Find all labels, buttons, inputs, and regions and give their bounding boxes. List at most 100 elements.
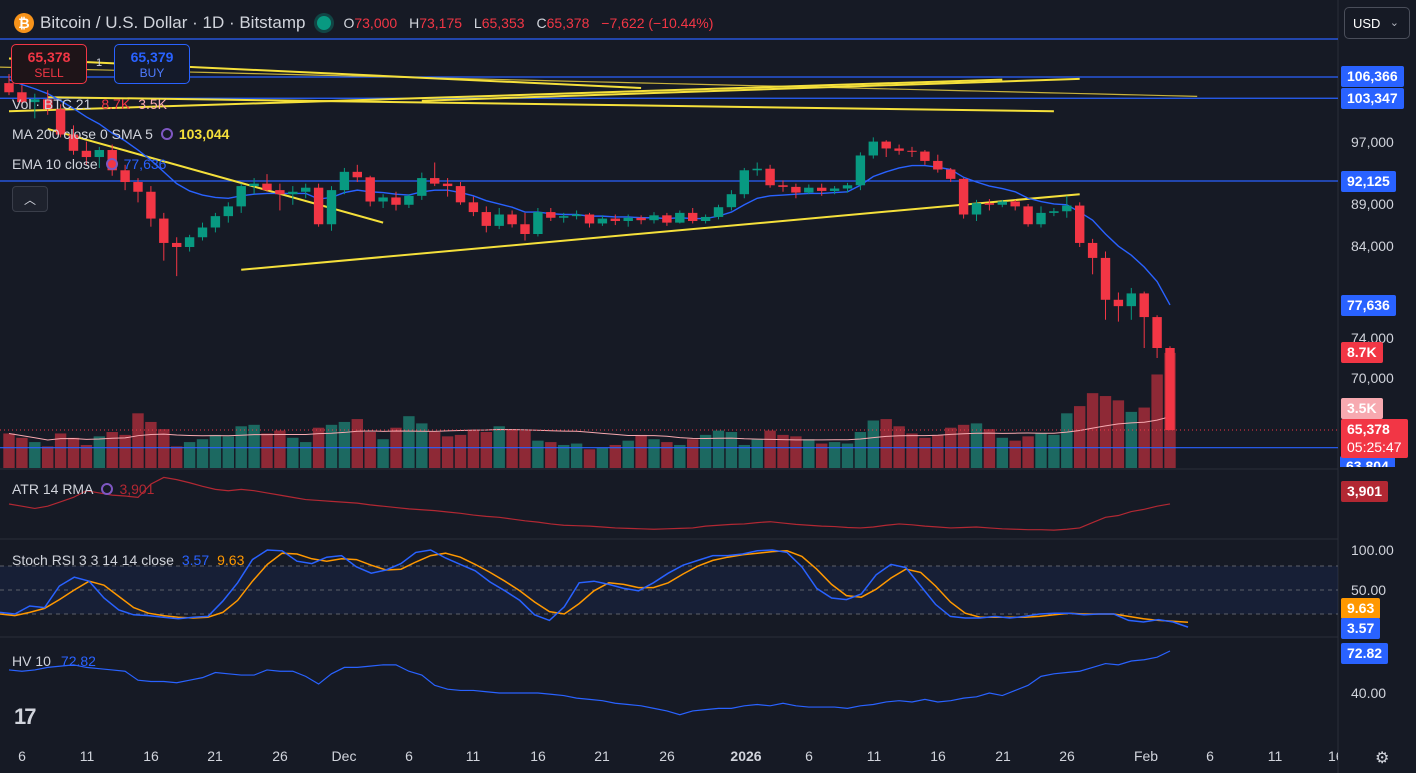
volume-bar: [648, 439, 660, 468]
bitcoin-icon: ₿: [14, 13, 34, 33]
candle-body: [1075, 205, 1085, 243]
volume-bar: [816, 443, 828, 468]
legend-stoch-rsi[interactable]: Stoch RSI 3 3 14 14 close 3.57 9.63: [12, 552, 245, 568]
trend-line: [47, 96, 1054, 113]
volume-bar: [957, 424, 970, 468]
candle-body: [1049, 211, 1059, 213]
legend-ema[interactable]: EMA 10 close 77,636: [12, 156, 167, 172]
volume-bar: [596, 447, 609, 468]
gear-icon[interactable]: ⚙: [1375, 750, 1390, 767]
volume-bar: [325, 424, 338, 468]
volume-bar: [403, 416, 415, 468]
price-tag-103347: 103,347: [1341, 88, 1404, 109]
time-label: 16: [143, 748, 159, 764]
volume-bar: [119, 434, 131, 468]
candle-body: [159, 218, 169, 243]
sell-label: SELL: [34, 66, 64, 80]
volume-bar: [583, 449, 596, 468]
candle-body: [855, 155, 866, 186]
legend-volume[interactable]: Vol · BTC 21 8.7K 3.5K: [12, 96, 167, 112]
buy-price: 65,379: [130, 49, 174, 65]
volume-bar: [622, 440, 634, 468]
candle-body: [120, 170, 130, 183]
symbol-title[interactable]: Bitcoin / U.S. Dollar · 1D · Bitstamp: [40, 13, 306, 32]
legend-hv[interactable]: HV 10 72.82: [12, 653, 96, 669]
volume-bar: [480, 432, 492, 468]
volume-bar: [416, 423, 428, 468]
buy-button[interactable]: 65,379 BUY: [114, 44, 190, 84]
candle-body: [649, 215, 659, 221]
hidden-eye-icon[interactable]: [160, 128, 173, 140]
candle-body: [455, 186, 466, 203]
volume-bar: [300, 442, 312, 468]
hv-tag: 72.82: [1341, 643, 1389, 664]
candle-body: [636, 217, 646, 221]
candle-body: [275, 190, 285, 195]
volume-bars: [3, 352, 1176, 468]
candle-body: [675, 212, 685, 223]
candle-body: [1126, 293, 1136, 307]
trend-line: [421, 77, 1080, 102]
candles[interactable]: [4, 73, 1175, 431]
volume-bar: [712, 430, 725, 468]
candle-body: [546, 212, 556, 218]
legend-atr[interactable]: ATR 14 RMA 3,901: [12, 481, 155, 497]
candle-body: [829, 188, 840, 191]
price-label: 84,000: [1351, 238, 1394, 254]
volume-bar: [803, 439, 815, 468]
stoch-k-line: [0, 549, 1189, 628]
candle-body: [507, 214, 517, 225]
volume-bar: [29, 442, 41, 468]
candle-body: [197, 227, 208, 238]
volume-bar: [222, 436, 234, 468]
hidden-eye-icon[interactable]: [105, 158, 118, 170]
trend-line: [241, 193, 1080, 271]
volume-bar: [1086, 393, 1099, 468]
candle-body: [339, 171, 350, 191]
candle-body: [326, 190, 337, 225]
time-label: 6: [1206, 748, 1214, 764]
volume-bar: [545, 442, 557, 468]
candle-body: [726, 194, 737, 208]
volume-bar: [287, 437, 299, 468]
tradingview-logo[interactable]: 17: [14, 704, 37, 729]
time-label: Dec: [331, 748, 357, 764]
volume-bar: [751, 439, 763, 468]
volume-bar: [132, 413, 144, 468]
volume-bar: [351, 419, 363, 468]
candle-body: [133, 182, 143, 192]
spread-value: 1: [96, 57, 103, 69]
sell-button[interactable]: 65,378 SELL: [11, 44, 87, 84]
volume-bar: [570, 443, 583, 468]
currency-select[interactable]: USD ⌄: [1344, 7, 1410, 39]
price-label: 89,000: [1351, 196, 1394, 212]
volume-tag-high: 8.7K: [1341, 342, 1383, 363]
volume-bar: [1022, 436, 1034, 468]
volume-bar: [93, 436, 105, 468]
hv-label-40: 40.00: [1351, 685, 1387, 701]
volume-bar: [67, 437, 80, 468]
volume-bar: [261, 433, 273, 468]
overlays: [0, 38, 1338, 449]
volume-bar: [1074, 406, 1086, 468]
time-label: Feb: [1133, 748, 1159, 764]
hidden-eye-icon[interactable]: [101, 483, 114, 495]
candle-body: [997, 201, 1007, 205]
volume-bar: [1035, 433, 1047, 468]
candle-body: [571, 214, 582, 217]
ema10-line: [8, 78, 1171, 306]
volume-bar: [429, 432, 441, 468]
candle-body: [81, 150, 92, 158]
candle-body: [494, 214, 504, 226]
volume-bar: [932, 434, 944, 468]
candle-body: [236, 186, 246, 207]
candle-body: [971, 203, 982, 215]
candle-body: [146, 191, 156, 219]
candle-body: [210, 216, 221, 228]
time-label-year: 2026: [730, 748, 762, 764]
legend-ma[interactable]: MA 200 close 0 SMA 5 103,044: [12, 126, 230, 142]
candle-body: [700, 216, 711, 222]
collapse-legend-button[interactable]: ︿: [12, 186, 48, 212]
time-axis[interactable]: 6 11 16 21 26 Dec 6 11 16 21 26 2026 6 1…: [0, 748, 1338, 770]
